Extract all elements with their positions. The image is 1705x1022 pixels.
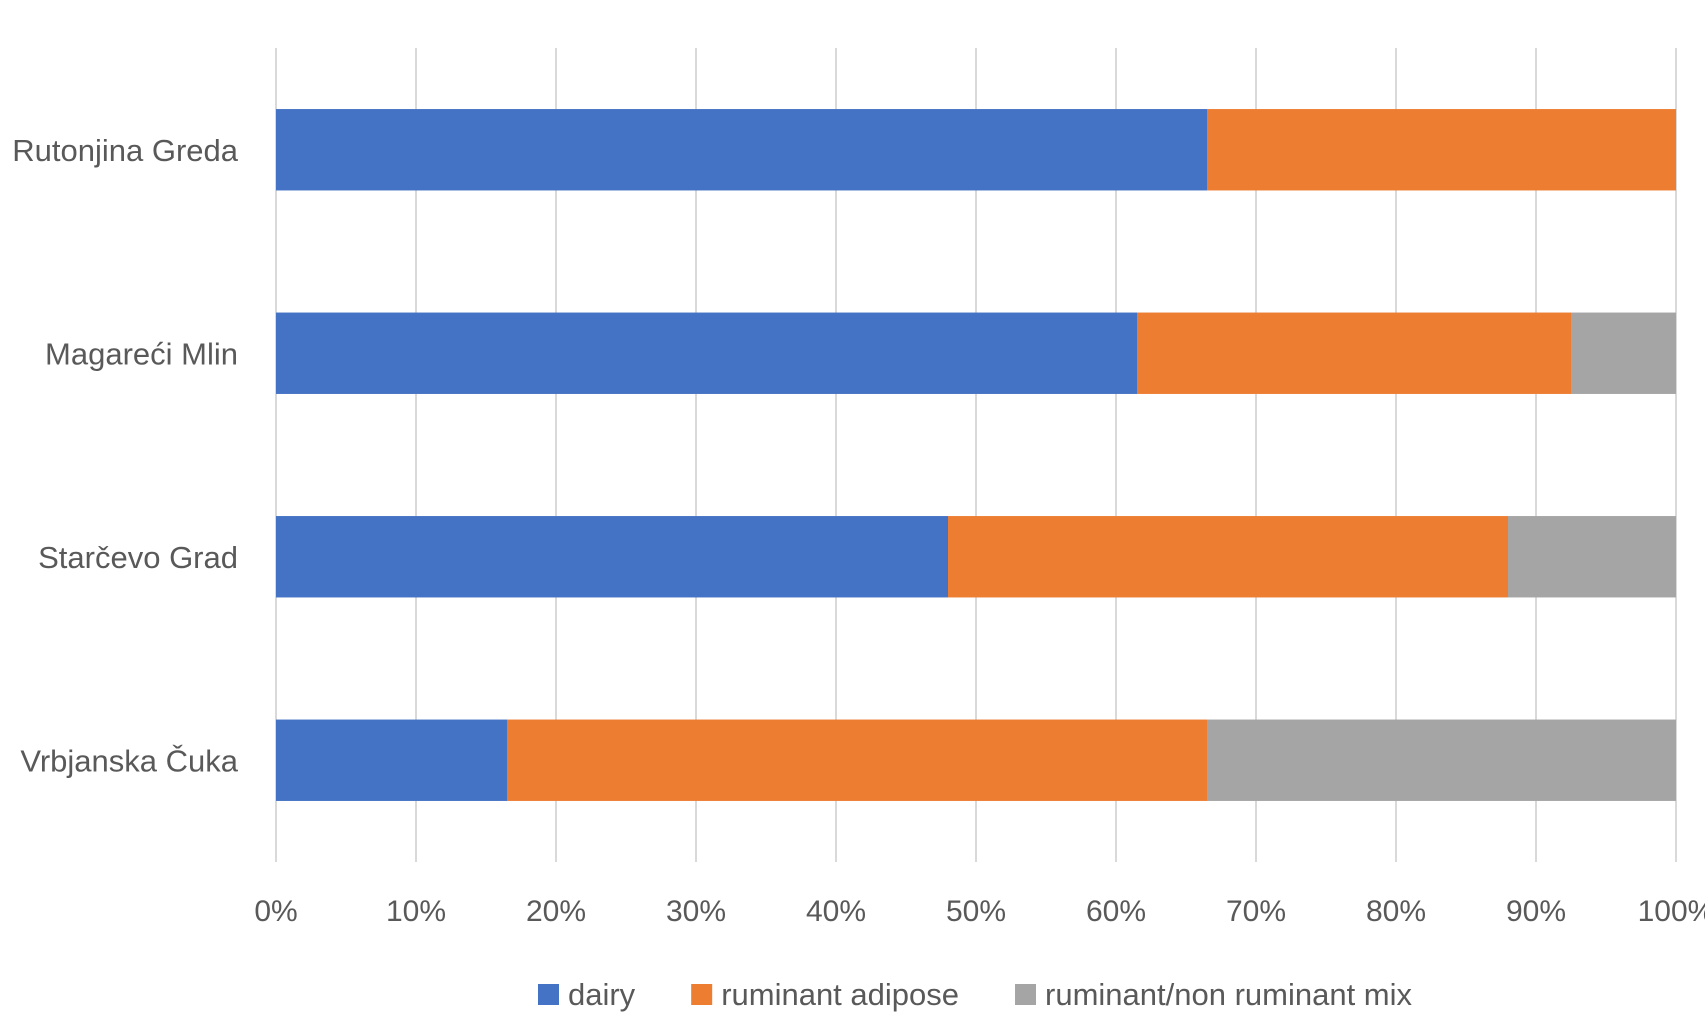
legend-swatch xyxy=(537,984,559,1005)
legend-label: dairy xyxy=(568,977,636,1012)
x-tick-label: 90% xyxy=(1506,895,1566,928)
category-labels: Rutonjina Greda Magareći Mlin Starčevo Gra… xyxy=(12,133,239,779)
x-tick-labels: 0% 10% 20% 30% 40% 50% 60% 70% 80% 90% 100% xyxy=(254,895,1705,928)
x-tick-label: 40% xyxy=(806,895,866,928)
x-tick-label: 80% xyxy=(1366,895,1426,928)
bar-segment xyxy=(1137,312,1571,394)
x-tick-label: 50% xyxy=(946,895,1006,928)
bar-segment xyxy=(276,109,1207,191)
legend-swatch xyxy=(691,984,713,1005)
x-tick-label: 60% xyxy=(1086,895,1146,928)
category-label: Vrbjanska Čuka xyxy=(20,743,238,778)
bar-segment xyxy=(1207,109,1676,191)
x-tick-label: 30% xyxy=(666,895,726,928)
category-label: Rutonjina Greda xyxy=(12,133,239,168)
bar-segment xyxy=(276,719,507,801)
category-label: Starčevo Grad xyxy=(38,540,238,575)
legend-item: ruminant adipose xyxy=(691,977,959,1012)
x-tick-label: 10% xyxy=(386,895,446,928)
bar-segment xyxy=(1207,719,1676,801)
x-tick-label: 100% xyxy=(1638,895,1705,928)
legend-item: dairy xyxy=(537,977,636,1012)
bar-segment xyxy=(1571,312,1676,394)
bar-segment xyxy=(1508,516,1676,598)
x-tick-label: 20% xyxy=(526,895,586,928)
bar-segment xyxy=(948,516,1508,598)
legend-label: ruminant/non ruminant mix xyxy=(1045,977,1412,1012)
bar-segment xyxy=(276,312,1137,394)
legend-item: ruminant/non ruminant mix xyxy=(1015,977,1413,1012)
x-tick-label: 70% xyxy=(1226,895,1286,928)
legend-swatch xyxy=(1015,984,1037,1005)
legend-label: ruminant adipose xyxy=(721,977,959,1012)
bar-segment xyxy=(276,516,948,598)
legend: dairy ruminant adipose ruminant/non rumina… xyxy=(537,977,1413,1012)
bar-segment xyxy=(507,719,1207,801)
bars xyxy=(276,109,1676,801)
x-tick-label: 0% xyxy=(254,895,297,928)
category-label: Magareći Mlin xyxy=(45,336,238,371)
